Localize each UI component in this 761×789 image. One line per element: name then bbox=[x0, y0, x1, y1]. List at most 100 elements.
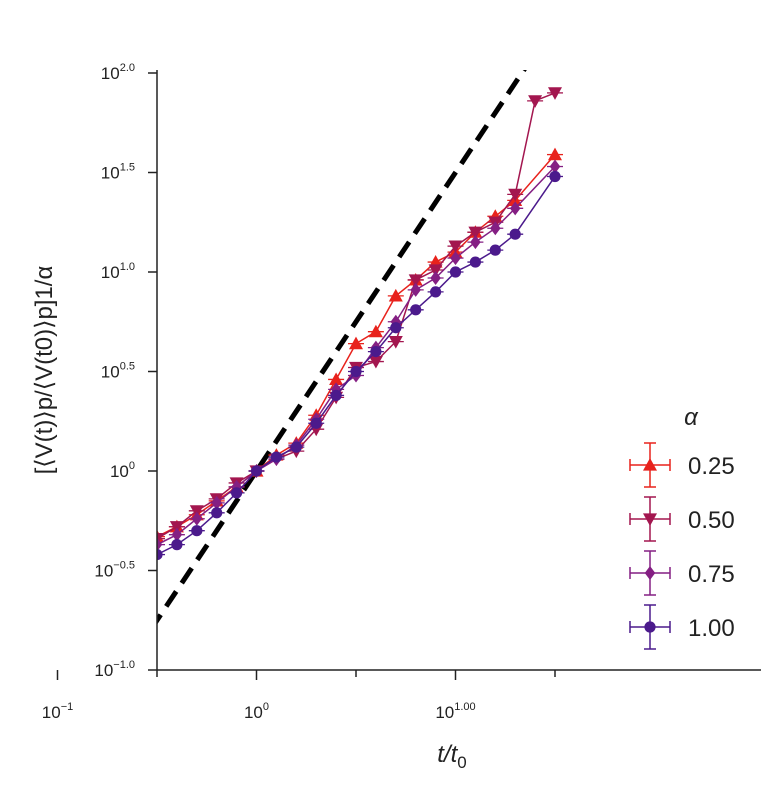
legend-label: 0.75 bbox=[688, 561, 735, 588]
data-point bbox=[270, 451, 282, 463]
data-point bbox=[22, 583, 33, 594]
y-tick-label-base: 10 bbox=[110, 462, 129, 481]
data-point bbox=[7, 575, 21, 588]
data-point bbox=[171, 539, 183, 551]
data-point bbox=[370, 346, 382, 358]
series-line bbox=[157, 176, 556, 556]
data-point bbox=[21, 573, 35, 586]
y-tick-label-exp: −1.0 bbox=[113, 659, 135, 671]
data-point bbox=[132, 546, 143, 560]
data-point bbox=[52, 569, 63, 583]
data-point bbox=[21, 599, 35, 612]
data-point bbox=[191, 511, 203, 526]
legend-entry-0.75: 0.75 bbox=[629, 550, 735, 596]
data-point bbox=[388, 288, 403, 302]
legend-marker bbox=[643, 513, 657, 526]
data-point bbox=[470, 235, 481, 250]
data-point bbox=[428, 264, 443, 278]
x-tick-label: 10−1 bbox=[42, 701, 73, 722]
y-tick-label-base: 10 bbox=[101, 164, 120, 183]
data-point bbox=[549, 159, 561, 174]
data-point bbox=[130, 543, 144, 556]
data-point bbox=[189, 505, 204, 518]
series-line bbox=[157, 166, 556, 546]
reference-line-layer bbox=[157, 70, 527, 625]
legend-entry-1.00: 1.00 bbox=[629, 604, 735, 650]
data-point bbox=[408, 274, 423, 287]
series-0.50 bbox=[0, 87, 563, 594]
data-point bbox=[157, 533, 164, 546]
data-point bbox=[450, 251, 461, 266]
data-point bbox=[548, 87, 562, 100]
data-point bbox=[368, 324, 383, 338]
data-point bbox=[51, 569, 65, 582]
series-line bbox=[157, 154, 556, 538]
x-tick-label: 101.00 bbox=[435, 701, 475, 722]
y-tick-label-exp: 2.0 bbox=[120, 62, 135, 74]
y-tick-label-exp: 1.0 bbox=[120, 261, 135, 273]
data-point bbox=[130, 538, 144, 551]
x-tick-label-exp: −1 bbox=[61, 701, 74, 713]
legend-label: 0.25 bbox=[688, 453, 735, 480]
y-tick-label: 10−1.0 bbox=[94, 659, 135, 680]
legend: α 0.25 0.50 0.75 1.00 bbox=[629, 404, 735, 650]
y-tick-label: 100.5 bbox=[101, 361, 135, 382]
data-point bbox=[250, 465, 263, 477]
x-tick-label-exp: 1.00 bbox=[454, 701, 475, 713]
data-point bbox=[349, 336, 363, 350]
legend-marker bbox=[644, 566, 656, 580]
data-point bbox=[290, 441, 302, 453]
data-point bbox=[410, 304, 422, 316]
x-tick-label: 100 bbox=[244, 701, 269, 722]
data-point bbox=[169, 521, 184, 534]
legend-title: α bbox=[684, 404, 699, 431]
x-axis-title-sub: 0 bbox=[457, 753, 466, 772]
y-tick-label-base: 10 bbox=[94, 562, 113, 581]
data-point bbox=[468, 226, 483, 240]
y-tick-label-base: 10 bbox=[101, 64, 120, 83]
y-axis-title: [⟨V(t)⟩p/⟨V(t0)⟩p]1/α bbox=[31, 266, 58, 475]
data-point bbox=[330, 389, 342, 401]
data-point bbox=[0, 579, 3, 593]
x-tick-label-base: 10 bbox=[244, 703, 263, 722]
series-layer bbox=[0, 87, 563, 624]
data-point bbox=[8, 575, 18, 589]
data-point bbox=[448, 240, 463, 254]
y-tick-label-exp: −0.5 bbox=[113, 560, 135, 572]
data-point bbox=[157, 537, 163, 552]
y-tick-label: 100 bbox=[110, 460, 135, 481]
data-point bbox=[430, 270, 441, 285]
y-tick-label-base: 10 bbox=[101, 263, 120, 282]
legend-entry-0.25: 0.25 bbox=[629, 442, 735, 488]
x-axis-title: t/t0 bbox=[437, 741, 466, 772]
data-point bbox=[211, 495, 222, 510]
data-point bbox=[0, 589, 3, 600]
data-point bbox=[490, 221, 501, 236]
data-point bbox=[329, 372, 344, 386]
data-point bbox=[350, 365, 362, 378]
x-tick-label-exp: 0 bbox=[263, 701, 269, 713]
data-point bbox=[489, 244, 501, 256]
data-point bbox=[548, 147, 562, 161]
y-tick-label: 102.0 bbox=[101, 62, 135, 83]
series-1.00 bbox=[0, 170, 563, 600]
data-point bbox=[390, 322, 402, 334]
legend-entry-0.50: 0.50 bbox=[629, 496, 735, 542]
x-axis-title-main: t/t bbox=[437, 741, 458, 768]
data-point bbox=[0, 581, 5, 594]
data-point bbox=[0, 611, 5, 624]
data-point bbox=[8, 585, 19, 596]
y-tick-label: 101.5 bbox=[101, 162, 135, 183]
data-point bbox=[508, 188, 523, 202]
data-point bbox=[171, 527, 183, 542]
data-point bbox=[549, 170, 561, 183]
series-line bbox=[157, 92, 556, 540]
data-point bbox=[310, 417, 322, 429]
y-tick-label-base: 10 bbox=[101, 363, 120, 382]
data-point bbox=[191, 525, 203, 537]
legend-marker bbox=[644, 621, 656, 633]
y-tick-label-base: 10 bbox=[94, 661, 113, 680]
legend-label: 1.00 bbox=[688, 615, 735, 642]
